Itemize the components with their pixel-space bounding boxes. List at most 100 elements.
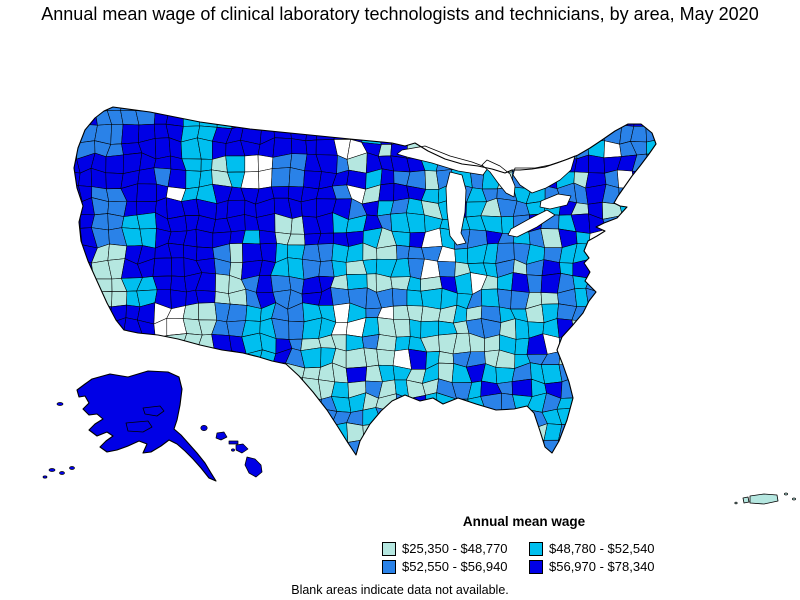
map-area-cell — [394, 424, 408, 443]
map-area-cell — [271, 107, 288, 113]
map-area-cell — [304, 452, 321, 455]
lake-huron — [481, 159, 516, 198]
map-area-cell — [274, 377, 290, 400]
map-area-cell — [589, 257, 607, 280]
map-area-cell — [661, 382, 681, 399]
map-area-cell — [422, 424, 439, 442]
map-area-cell — [229, 366, 248, 383]
map-area-cell — [619, 107, 636, 113]
map-area-cell — [600, 108, 623, 128]
map-area-cell — [645, 422, 656, 444]
map-area-cell — [77, 347, 97, 365]
legend-item: $52,550 - $56,940 — [382, 559, 529, 574]
map-area-cell — [602, 397, 623, 414]
map-area-cell — [589, 107, 606, 114]
map-area-cell — [467, 137, 488, 160]
map-area-cell — [336, 452, 351, 455]
map-area-cell — [662, 215, 682, 229]
map-area-cell — [409, 319, 422, 339]
map-area-cell — [435, 427, 454, 441]
map-area-cell — [74, 302, 82, 322]
map-area-cell — [634, 353, 650, 369]
map-area-cell — [480, 439, 503, 455]
map-area-cell — [425, 392, 438, 413]
map-area-cell — [633, 379, 653, 400]
map-area-cell — [154, 137, 171, 160]
map-area-cell — [646, 334, 656, 355]
map-area-cell — [406, 410, 428, 426]
map-area-cell — [183, 424, 202, 444]
map-area-cell — [635, 289, 652, 310]
map-area-cell — [570, 107, 592, 114]
map-area-cell — [303, 170, 322, 190]
map-area-cell — [606, 380, 618, 399]
map-area-cell — [346, 273, 368, 290]
map-area-cell — [270, 396, 291, 412]
map-area-cell — [182, 397, 200, 412]
map-area-cell — [273, 454, 289, 455]
map-area-cell — [661, 443, 678, 458]
map-area-cell — [558, 138, 578, 160]
map-area-cell — [645, 110, 656, 128]
map-area-cell — [80, 290, 97, 305]
lake-ontario — [539, 193, 572, 210]
map-area-cell — [572, 377, 590, 399]
map-area-cell — [74, 423, 83, 445]
map-area-cell — [78, 457, 97, 473]
map-area-cell — [557, 107, 575, 127]
map-area-cell — [376, 108, 396, 130]
map-area-cell — [469, 439, 487, 455]
map-area-cell — [121, 124, 140, 145]
map-area-cell — [74, 363, 80, 385]
map-area-cell — [347, 439, 365, 455]
map-area-cell — [171, 257, 185, 277]
map-area-cell — [645, 454, 656, 455]
map-area-cell — [437, 111, 458, 127]
lake-erie — [507, 209, 556, 238]
map-area-cell — [649, 365, 656, 385]
map-area-cell — [305, 126, 318, 142]
map-area-cell — [616, 379, 638, 400]
map-area-cell — [360, 107, 380, 113]
map-area-cell — [481, 107, 503, 109]
map-area-cell — [662, 290, 680, 307]
map-area-cell — [616, 397, 638, 412]
map-area-cell — [349, 454, 364, 455]
map-area-cell — [300, 347, 322, 369]
legend-label-class3: $52,550 - $56,940 — [402, 559, 508, 574]
map-area-cell — [74, 242, 83, 261]
map-area-cell — [527, 109, 545, 127]
map-area-cell — [497, 138, 517, 160]
map-area-cell — [166, 107, 186, 110]
map-area-cell — [315, 452, 338, 455]
map-area-cell — [649, 261, 656, 276]
map-area-cell — [453, 137, 470, 158]
map-area-cell — [645, 228, 656, 248]
map-area-cell — [600, 244, 619, 265]
map-area-cell — [410, 107, 428, 125]
map-area-cell — [315, 107, 333, 115]
legend-item: $25,350 - $48,770 — [382, 541, 529, 556]
map-area-cell — [645, 125, 656, 143]
map-area-cell — [139, 228, 157, 249]
map-area-cell — [79, 438, 94, 455]
map-area-cell — [345, 366, 368, 384]
map-area-cell — [288, 167, 305, 188]
map-area-cell — [495, 367, 515, 384]
map-area-cell — [243, 109, 262, 129]
map-area-cell — [243, 423, 262, 443]
map-area-cell — [195, 289, 216, 304]
map-area-cell — [515, 318, 530, 340]
map-area-cell — [74, 352, 80, 369]
map-area-cell — [216, 107, 233, 115]
map-area-cell — [650, 272, 656, 293]
map-area-cell — [364, 108, 380, 130]
map-area-cell — [125, 347, 143, 370]
map-area-cell — [620, 215, 638, 233]
map-area-cell — [258, 168, 273, 190]
map-area-cell — [246, 438, 262, 455]
map-area-cell — [649, 171, 656, 190]
map-area-cell — [286, 424, 306, 440]
map-area-cell — [305, 139, 317, 155]
